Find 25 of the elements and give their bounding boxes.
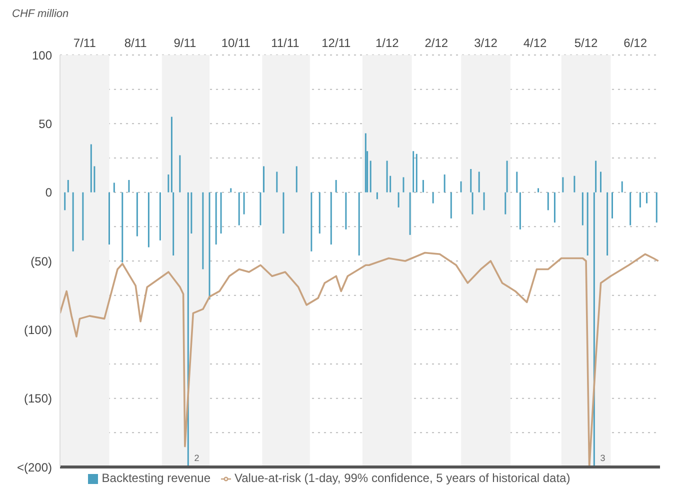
legend-label: Value-at-risk (1-day, 99% confidence, 5 years of historical data) <box>234 471 570 485</box>
y-tick-label: <(200) <box>16 460 52 474</box>
y-axis-title: CHF million <box>12 8 70 20</box>
x-tick-label: 9/11 <box>174 36 196 50</box>
annotation: 3 <box>600 453 606 463</box>
y-tick-label: (100) <box>24 322 52 337</box>
x-tick-label: 10/11 <box>221 36 251 50</box>
annotation: 2 <box>194 453 200 463</box>
x-tick-label: 12/11 <box>322 36 352 50</box>
y-tick-label: (50) <box>30 254 52 268</box>
legend-label: Backtesting revenue <box>102 471 210 485</box>
x-tick-label: 4/12 <box>523 36 548 50</box>
x-tick-label: 5/12 <box>574 36 598 50</box>
y-tick-label: 100 <box>32 48 52 62</box>
line-series <box>60 252 660 467</box>
x-tick-label: 11/11 <box>271 36 300 50</box>
y-tick-label: 50 <box>38 116 52 131</box>
x-tick-label: 7/11 <box>73 36 96 50</box>
y-tick-label: (150) <box>24 392 52 406</box>
x-tick-label: 6/12 <box>624 36 648 50</box>
x-tick-label: 1/12 <box>375 36 400 50</box>
y-tick-label: 0 <box>45 186 52 200</box>
x-tick-label: 8/11 <box>124 36 148 50</box>
x-tick-label: 2/12 <box>424 36 448 50</box>
x-tick-label: 3/12 <box>474 36 498 50</box>
